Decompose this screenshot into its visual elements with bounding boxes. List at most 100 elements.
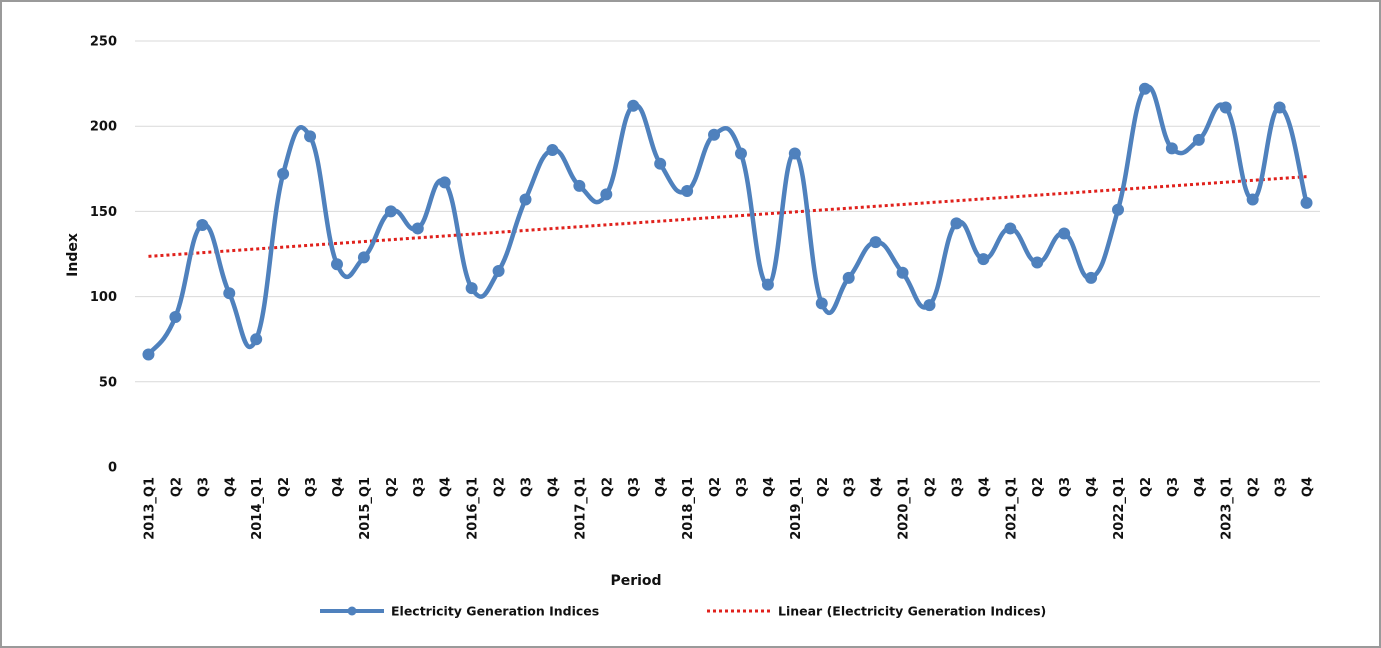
y-axis-ticks: 0 50 100 150 200 250: [90, 35, 117, 476]
x-tick-label: Q4: [977, 477, 992, 497]
x-tick-label: Q3: [735, 477, 750, 497]
x-tick-label: Q2: [493, 477, 508, 497]
data-point: [250, 333, 263, 346]
data-point: [1219, 101, 1232, 114]
data-point: [950, 217, 963, 230]
x-tick-label: 2015_Q1: [358, 477, 373, 540]
x-tick-label: Q3: [412, 477, 427, 497]
data-point: [1085, 271, 1098, 284]
data-point: [1058, 227, 1071, 240]
data-point: [357, 251, 370, 264]
data-point: [411, 222, 424, 235]
data-point: [761, 278, 774, 291]
data-point: [277, 167, 290, 180]
x-tick-label: Q2: [708, 477, 723, 497]
data-point: [1138, 82, 1151, 95]
data-point: [923, 299, 936, 312]
x-tick-label: Q4: [762, 477, 777, 497]
x-axis-ticks: 2013_Q1 Q2 Q3 Q4 2014_Q1 Q2 Q3 Q4 2015_Q1 Q2 Q3 Q4 2…: [142, 477, 1315, 540]
x-tick-label: Q2: [923, 477, 938, 497]
x-tick-label: Q3: [1166, 477, 1181, 497]
x-tick-label: 2020_Q1: [897, 477, 912, 540]
x-tick-label: Q2: [169, 477, 184, 497]
data-point: [492, 265, 505, 278]
trendline: [148, 175, 1307, 258]
x-tick-label: Q4: [870, 477, 885, 497]
x-tick-label: 2022_Q1: [1112, 477, 1127, 540]
legend-label-trendline: Linear (Electricity Generation Indices): [778, 604, 1046, 619]
series-line: [142, 82, 1313, 361]
x-tick-label: 2018_Q1: [681, 477, 696, 540]
gridlines: [135, 40, 1320, 383]
x-tick-label: 2016_Q1: [466, 477, 481, 540]
data-point: [573, 179, 586, 192]
data-point: [330, 258, 343, 271]
legend-marker-series: [347, 606, 357, 616]
y-tick-label: 250: [90, 35, 117, 50]
data-point: [519, 193, 532, 206]
y-tick-label: 150: [90, 205, 117, 220]
data-point: [223, 287, 236, 300]
x-tick-label: Q4: [1301, 477, 1316, 497]
data-point: [546, 144, 559, 157]
x-tick-label: Q4: [439, 477, 454, 497]
x-tick-label: Q3: [304, 477, 319, 497]
data-point: [869, 236, 882, 249]
y-tick-label: 50: [99, 375, 117, 390]
data-point: [815, 297, 828, 310]
data-point: [438, 176, 451, 189]
x-tick-label: Q4: [223, 477, 238, 497]
series-path: [146, 84, 1309, 357]
data-point: [681, 184, 694, 197]
x-tick-label: 2014_Q1: [250, 477, 265, 540]
legend-label-series: Electricity Generation Indices: [391, 604, 599, 619]
data-point: [734, 147, 747, 160]
data-point: [1165, 142, 1178, 155]
data-point: [842, 271, 855, 284]
data-point: [1192, 133, 1205, 146]
data-point: [1112, 203, 1125, 216]
x-tick-label: Q3: [196, 477, 211, 497]
data-point: [142, 348, 155, 361]
x-tick-label: Q4: [331, 477, 346, 497]
legend-entry-series: Electricity Generation Indices: [320, 604, 599, 619]
data-point: [169, 311, 182, 324]
x-tick-label: Q4: [546, 477, 561, 497]
data-point: [304, 130, 317, 143]
data-point: [1246, 193, 1259, 206]
x-tick-label: Q3: [1058, 477, 1073, 497]
y-tick-label: 200: [90, 120, 117, 135]
data-point: [600, 188, 613, 201]
data-point: [708, 128, 721, 141]
data-point: [384, 205, 397, 218]
y-tick-label: 100: [90, 290, 117, 305]
data-point: [1004, 222, 1017, 235]
x-tick-label: Q2: [1247, 477, 1262, 497]
x-tick-label: Q3: [950, 477, 965, 497]
y-axis-title: Index: [65, 233, 81, 277]
data-point: [1273, 101, 1286, 114]
x-tick-label: 2017_Q1: [573, 477, 588, 540]
x-tick-label: Q2: [385, 477, 400, 497]
data-point: [627, 99, 640, 112]
trendline-path: [148, 175, 1307, 258]
data-point: [788, 147, 801, 160]
data-point: [196, 219, 209, 232]
legend-entry-trendline: Linear (Electricity Generation Indices): [707, 604, 1046, 619]
x-tick-label: 2023_Q1: [1220, 477, 1235, 540]
x-tick-label: 2021_Q1: [1004, 477, 1019, 540]
data-point: [1300, 196, 1313, 209]
x-tick-label: Q2: [1031, 477, 1046, 497]
x-tick-label: Q2: [277, 477, 292, 497]
x-tick-label: Q3: [843, 477, 858, 497]
x-tick-label: Q3: [520, 477, 535, 497]
y-tick-label: 0: [108, 461, 117, 476]
data-point: [896, 266, 909, 279]
x-axis-title: Period: [610, 573, 661, 589]
x-tick-label: 2019_Q1: [789, 477, 804, 540]
x-tick-label: Q3: [1274, 477, 1289, 497]
data-point: [654, 157, 667, 170]
x-tick-label: Q3: [627, 477, 642, 497]
